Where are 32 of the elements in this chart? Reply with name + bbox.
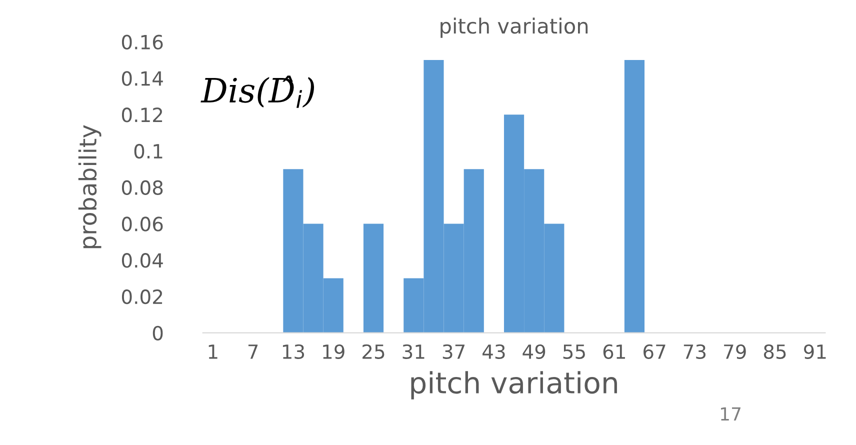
chart-title: pitch variation xyxy=(440,18,588,38)
x-tick-label: 19 xyxy=(323,344,344,360)
y-tick-label: 0.14 xyxy=(122,71,163,86)
text: 17 xyxy=(721,407,740,421)
y-tick-label: 0.06 xyxy=(122,216,163,232)
x-tick-label: 13 xyxy=(282,344,304,360)
annotation: Dis(D̂$_{i}$) xyxy=(200,76,314,108)
y-tick-label: 0.08 xyxy=(122,180,163,196)
x-tick-label: 91 xyxy=(804,344,826,360)
x-tick-label: 61 xyxy=(603,344,625,360)
x-tick-label: 25 xyxy=(362,344,384,360)
y-tick-label: 0 xyxy=(152,326,163,341)
x-tick-label: 67 xyxy=(644,344,666,360)
x-tick-label: 43 xyxy=(482,344,505,360)
x-tick-label: 85 xyxy=(764,344,786,360)
y-axis-title: probability xyxy=(78,125,102,248)
x-tick-label: 31 xyxy=(402,344,424,360)
y-tick-label: 0.04 xyxy=(122,253,163,268)
y-tick-label: 0.16 xyxy=(122,34,163,50)
x-tick-label: 1 xyxy=(208,344,218,359)
x-axis-title: pitch variation xyxy=(411,371,617,400)
x-tick-label: 49 xyxy=(522,344,546,360)
y-tick-label: 0.12 xyxy=(122,108,162,122)
y-tick-label: 0.02 xyxy=(122,289,162,304)
y-tick-label: 0.1 xyxy=(134,144,162,159)
bar xyxy=(363,224,384,333)
x-tick-label: 37 xyxy=(442,344,465,360)
x-tick-label: 73 xyxy=(684,344,706,360)
bar xyxy=(624,60,645,333)
x-tick-label: 7 xyxy=(248,344,258,359)
x-tick-label: 79 xyxy=(724,344,746,360)
x-tick-label: 55 xyxy=(563,344,585,360)
